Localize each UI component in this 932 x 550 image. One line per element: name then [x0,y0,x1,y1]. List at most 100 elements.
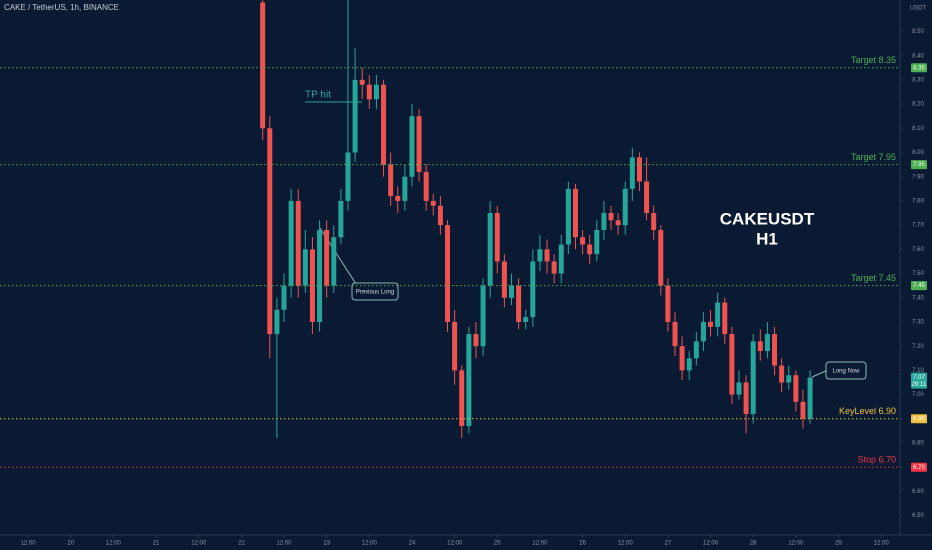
candle-body [750,341,756,414]
candle-body [516,285,522,322]
x-tick-label: 23 [323,541,330,547]
candle-body [445,225,451,322]
candle-body [288,200,294,286]
candle-body [395,196,401,201]
candle-body [352,79,358,153]
candle-body [708,321,714,327]
candle-body [373,84,379,100]
candle-body [487,213,493,286]
candle-body [331,237,337,286]
candle-body [772,334,778,366]
candle-body [565,188,571,245]
annotation: TP hit [305,90,331,101]
candle-body [651,213,657,230]
candle-body [530,261,536,318]
candle-body [274,309,280,335]
y-tick-label: 8.00 [912,150,924,156]
candle-body [267,128,273,335]
candle-body [729,334,735,395]
candle-body [779,365,785,383]
candle-body [430,200,436,206]
candle-body [757,341,763,352]
level-label: KeyLevel 6.90 [839,406,896,416]
y-tick-label: 6.80 [912,441,924,447]
candle-body [508,285,514,298]
x-tick-label: 27 [665,541,672,547]
candle-body [580,237,586,245]
candle-body [736,382,742,395]
candle-body [409,116,415,177]
candle-body [537,249,543,262]
level-price: 7.95 [913,162,925,168]
x-tick-label: 25 [494,541,501,547]
y-tick-label: 8.10 [912,126,924,132]
level-label: Target 7.45 [851,273,896,283]
candle-body [572,188,578,238]
y-tick-label: 7.30 [912,320,924,326]
candle-body [622,188,628,226]
candle-body [658,229,664,286]
x-tick-label: 12:00 [618,541,634,547]
level-price: 6.70 [913,465,925,471]
x-tick-label: 12:00 [703,541,719,547]
subheading: H1 [756,229,778,248]
candle-body [260,2,266,129]
candle-body [416,116,422,172]
candle-body [473,334,479,347]
candle-body [715,302,721,327]
candle-body [359,79,365,85]
x-tick-label: 21 [153,541,160,547]
candle-body [317,229,323,322]
x-tick-label: 24 [409,541,416,547]
candle-body [551,261,557,274]
candle-body [665,285,671,322]
x-tick-label: 12:00 [191,541,207,547]
candle-body [594,229,600,255]
y-tick-label: 7.80 [912,199,924,205]
candle-body [388,164,394,197]
candle-body [452,321,458,371]
level-price-box [911,281,927,291]
candle-body [437,205,443,226]
callout-box [351,282,399,301]
candle-body [295,200,301,286]
candle-body [615,220,621,226]
y-tick-label: 7.20 [912,344,924,350]
candle-body [324,229,330,286]
candle-body [345,152,351,201]
candle-body [636,157,642,182]
x-tick-label: 12:00 [788,541,804,547]
x-tick-label: 28 [750,541,757,547]
candle-body [501,261,507,298]
x-tick-label: 12:00 [106,541,122,547]
level-price: 7.45 [913,283,925,289]
x-tick-label: 12:00 [874,541,890,547]
candle-body [672,321,678,347]
y-tick-label: 6.60 [912,489,924,495]
candle-body [629,157,635,189]
candle-body [523,317,529,322]
chart-title: CAKE / TetherUS, 1h, BINANCE [4,3,119,12]
x-tick-label: 12:00 [362,541,378,547]
candle-body [366,84,372,100]
level-price: 8.35 [913,65,925,71]
candle-body [700,321,706,342]
level-price-box [911,63,927,73]
level-label: Target 8.35 [851,55,896,65]
candle-body [793,375,799,402]
candle-body [494,213,500,262]
candle-body [423,171,429,201]
y-tick-label: 7.40 [912,295,924,301]
candle-body [686,358,692,371]
candle-body [338,200,344,238]
y-tick-label: 6.50 [912,513,924,519]
y-unit: USDT [910,6,927,12]
candle-body [608,213,614,221]
candle-body [764,334,770,352]
y-tick-label: 7.70 [912,223,924,229]
candle-body [786,375,792,383]
candle-body [402,176,408,201]
x-tick-label: 20 [67,541,74,547]
y-tick-label: 7.60 [912,247,924,253]
